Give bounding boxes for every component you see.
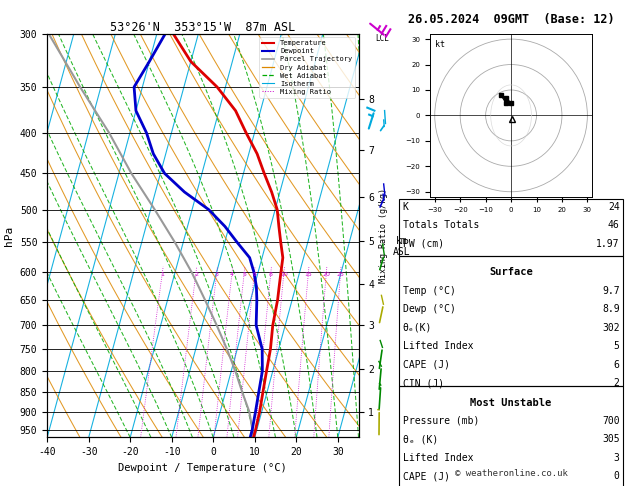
- Text: 20: 20: [323, 272, 330, 278]
- Text: 6: 6: [614, 360, 620, 369]
- Text: 26.05.2024  09GMT  (Base: 12): 26.05.2024 09GMT (Base: 12): [408, 13, 615, 26]
- Text: 8: 8: [269, 272, 273, 278]
- Text: Pressure (mb): Pressure (mb): [403, 416, 479, 426]
- Text: 24: 24: [608, 202, 620, 211]
- Text: Lifted Index: Lifted Index: [403, 341, 473, 351]
- Text: 3: 3: [215, 272, 219, 278]
- Text: CAPE (J): CAPE (J): [403, 360, 450, 369]
- Text: Lifted Index: Lifted Index: [403, 453, 473, 463]
- Legend: Temperature, Dewpoint, Parcel Trajectory, Dry Adiabat, Wet Adiabat, Isotherm, Mi: Temperature, Dewpoint, Parcel Trajectory…: [259, 37, 355, 98]
- Text: Temp (°C): Temp (°C): [403, 286, 455, 295]
- Text: LCL: LCL: [376, 34, 389, 43]
- Text: 46: 46: [608, 220, 620, 230]
- Text: K: K: [403, 202, 408, 211]
- Text: 5: 5: [242, 272, 246, 278]
- Text: kt: kt: [435, 40, 445, 49]
- Text: θₑ (K): θₑ (K): [403, 434, 438, 444]
- Text: Dewp (°C): Dewp (°C): [403, 304, 455, 314]
- Text: Mixing Ratio (g/kg): Mixing Ratio (g/kg): [379, 188, 387, 283]
- Title: 53°26'N  353°15'W  87m ASL: 53°26'N 353°15'W 87m ASL: [110, 21, 296, 34]
- Y-axis label: km
ASL: km ASL: [393, 236, 411, 257]
- Text: 6: 6: [252, 272, 257, 278]
- Text: Most Unstable: Most Unstable: [470, 398, 552, 407]
- Text: Totals Totals: Totals Totals: [403, 220, 479, 230]
- Text: 10: 10: [280, 272, 288, 278]
- Text: 4: 4: [230, 272, 234, 278]
- Text: PW (cm): PW (cm): [403, 239, 443, 248]
- Text: CAPE (J): CAPE (J): [403, 471, 450, 481]
- Text: CIN (J): CIN (J): [403, 378, 443, 388]
- Text: 2: 2: [614, 378, 620, 388]
- Text: 8.9: 8.9: [602, 304, 620, 314]
- Text: 9.7: 9.7: [602, 286, 620, 295]
- Text: © weatheronline.co.uk: © weatheronline.co.uk: [455, 469, 567, 478]
- Text: Surface: Surface: [489, 267, 533, 277]
- Text: 15: 15: [304, 272, 313, 278]
- Text: θₑ(K): θₑ(K): [403, 323, 432, 332]
- Y-axis label: hPa: hPa: [4, 226, 14, 246]
- Text: 1.97: 1.97: [596, 239, 620, 248]
- Text: 302: 302: [602, 323, 620, 332]
- Text: 25: 25: [337, 272, 345, 278]
- Text: 3: 3: [614, 453, 620, 463]
- Text: 2: 2: [194, 272, 198, 278]
- X-axis label: Dewpoint / Temperature (°C): Dewpoint / Temperature (°C): [118, 463, 287, 473]
- Text: 5: 5: [614, 341, 620, 351]
- Text: 305: 305: [602, 434, 620, 444]
- Text: 0: 0: [614, 471, 620, 481]
- Text: 700: 700: [602, 416, 620, 426]
- Text: 1: 1: [160, 272, 164, 278]
